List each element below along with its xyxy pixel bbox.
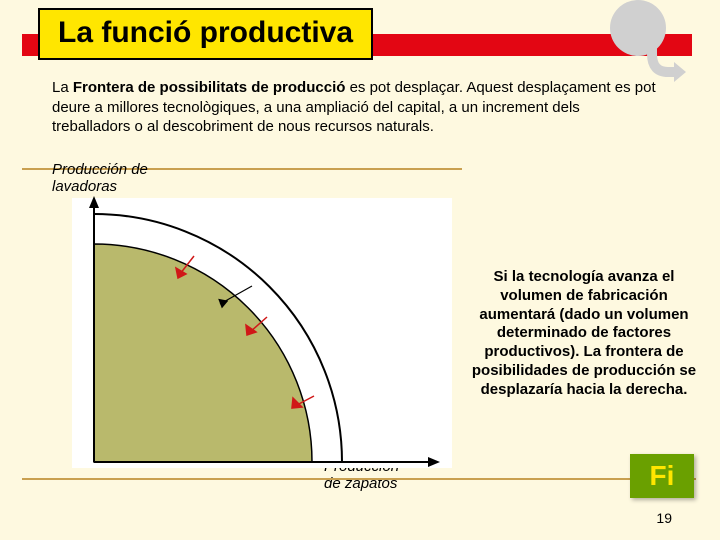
fi-label: Fi xyxy=(650,460,675,492)
ppf-chart-svg xyxy=(22,162,462,492)
fi-button[interactable]: Fi xyxy=(630,454,694,498)
decor-circle xyxy=(610,0,666,56)
page-number: 19 xyxy=(656,510,672,526)
intro-paragraph: La Frontera de possibilitats de producci… xyxy=(52,78,662,137)
intro-prefix: La xyxy=(52,79,73,96)
intro-bold: Frontera de possibilitats de producció xyxy=(73,79,346,96)
side-explanation: Si la tecnología avanza el volumen de fa… xyxy=(468,268,700,399)
ppf-chart: Producción de lavadoras Nueva frontera d… xyxy=(22,162,462,492)
horizontal-rule-bottom xyxy=(22,478,696,480)
title-box: La funció productiva xyxy=(38,8,373,60)
page-title: La funció productiva xyxy=(58,16,353,49)
